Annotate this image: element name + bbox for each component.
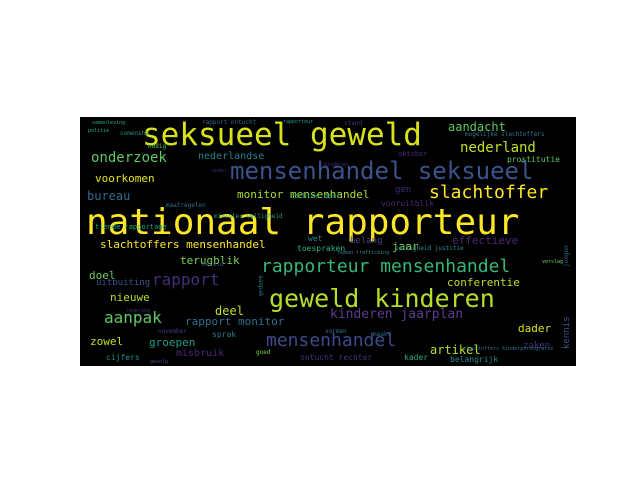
- word: verslag: [542, 259, 564, 265]
- word: human trafficking: [338, 250, 390, 256]
- word: nederlandse: [198, 151, 265, 162]
- word: gevolg: [150, 359, 169, 365]
- word: maatregelen: [166, 202, 206, 209]
- word: rapport monitor: [185, 315, 285, 328]
- word: terugblik: [180, 254, 240, 267]
- word: groepen: [149, 336, 196, 349]
- word: mogelijke slachtoffers: [465, 131, 545, 138]
- word: aandacht: [448, 120, 506, 134]
- word: nationaal rapporteur: [86, 202, 520, 243]
- word: nodig: [148, 143, 167, 150]
- word: rapporteur mensenhandel: [261, 256, 511, 277]
- word: slachtoffer: [429, 182, 549, 203]
- word: prostitutie: [507, 155, 560, 164]
- word: politie: [88, 128, 110, 134]
- word: dader: [518, 322, 552, 335]
- word: nederland: [460, 140, 536, 156]
- word: monitor mensenhandel: [237, 188, 370, 201]
- word: toespraken: [297, 244, 346, 253]
- word: kinderen jaarplan: [330, 307, 464, 322]
- word: oktober: [398, 150, 428, 158]
- word: onderzoek: [91, 150, 167, 166]
- word: onder: [212, 168, 228, 174]
- word: kader: [404, 353, 429, 362]
- word: deel: [215, 304, 244, 318]
- word: doel: [89, 269, 116, 282]
- word: tiende rapportage: [95, 223, 167, 231]
- word: vooruitblik: [381, 199, 434, 208]
- word: wet: [308, 234, 323, 243]
- word: mensenhandel: [266, 330, 397, 351]
- word: misbruik: [176, 348, 225, 359]
- word: cijfers: [106, 353, 140, 362]
- word: belangrijk: [450, 355, 499, 364]
- word: veiligheid justitie: [395, 245, 464, 252]
- word: rapporteur: [283, 119, 314, 125]
- word: jongen: [563, 245, 570, 267]
- word: rechter deel: [290, 192, 341, 200]
- word: uitbuiting: [96, 278, 151, 288]
- word: comensha: [120, 130, 149, 137]
- word: kennis: [562, 316, 572, 349]
- word: gen: [395, 185, 412, 195]
- word: sprak: [212, 330, 237, 339]
- word: voorkomen: [95, 172, 155, 185]
- word: conferentie: [447, 276, 520, 289]
- word: minister veiligheid: [214, 213, 283, 220]
- word: maakt: [373, 331, 392, 338]
- word: november: [158, 328, 187, 335]
- word: mensenhandel seksueel: [230, 157, 534, 185]
- word: aanpak: [257, 275, 264, 297]
- word: ontucht rechter: [300, 353, 373, 362]
- word-cloud: nationaal rapporteur seksueel geweld men…: [80, 117, 576, 366]
- word: stand: [344, 120, 363, 127]
- word: zaken: [523, 341, 551, 351]
- word: effectieve: [452, 234, 519, 247]
- word: artikel: [430, 343, 481, 357]
- word: rapport ontucht: [202, 119, 257, 126]
- word: seksueel geweld: [142, 117, 422, 153]
- word: vormen: [325, 328, 347, 335]
- word: nieuwe: [110, 291, 150, 304]
- word: jaar: [392, 240, 419, 253]
- word: geweld kinderen: [269, 284, 495, 313]
- word: goed: [256, 349, 271, 356]
- word: zowel: [90, 335, 124, 348]
- word: bureau: [87, 189, 131, 203]
- word: belang: [350, 236, 383, 246]
- word: rapport: [152, 270, 220, 289]
- word: samenleving: [92, 120, 126, 126]
- word: beleid: [202, 261, 224, 268]
- word: slachtoffers mensenhandel: [100, 238, 266, 251]
- word: aanpak: [104, 308, 162, 327]
- word: slachtoffers kinderpornografie: [463, 346, 554, 352]
- word: kinderen: [324, 162, 349, 168]
- word: regering: [126, 308, 151, 314]
